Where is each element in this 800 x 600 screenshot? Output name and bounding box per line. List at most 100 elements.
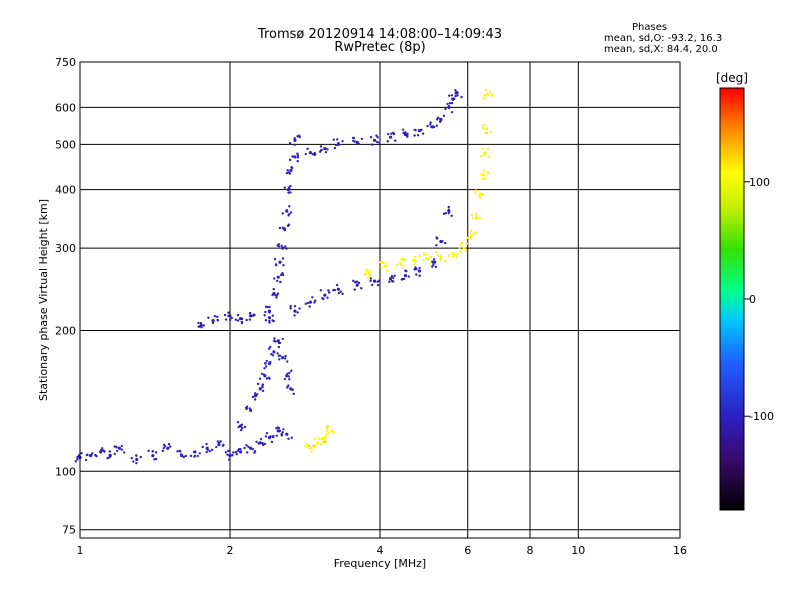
data-point-echo [168, 445, 172, 448]
data-point-echo [240, 423, 244, 426]
data-point-echo [444, 241, 447, 245]
data-point-echo [313, 301, 316, 304]
data-point-echo [282, 264, 285, 267]
data-point-echo [184, 454, 187, 458]
data-point-echo [324, 150, 328, 154]
data-point-echo [252, 313, 256, 316]
data-point [293, 309, 297, 313]
data-point-echo [418, 274, 421, 277]
data-point [308, 446, 313, 450]
data-point [399, 261, 403, 266]
data-point-echo [401, 277, 404, 281]
data-point-echo [352, 279, 355, 282]
data-point-echo [270, 440, 274, 444]
data-point-echo [264, 365, 268, 368]
data-point-echo [271, 354, 275, 357]
data-point-echo [281, 271, 284, 275]
data-point-echo [481, 147, 485, 150]
data-point-echo [267, 376, 271, 379]
data-point-echo [482, 97, 486, 100]
data-point-echo [339, 290, 342, 293]
data-point-echo [395, 263, 399, 267]
data-point-echo [176, 450, 179, 453]
data-point-echo [468, 236, 471, 239]
data-point-echo [208, 449, 211, 453]
data-point-echo [258, 377, 262, 380]
data-point-echo [201, 445, 204, 449]
data-point-echo [224, 451, 228, 454]
data-point-echo [245, 318, 248, 322]
data-point-echo [460, 95, 463, 99]
data-point-echo [487, 155, 490, 158]
data-point-echo [312, 446, 315, 449]
data-point-echo [275, 264, 278, 267]
data-point-echo [259, 438, 263, 441]
data-point-echo [416, 133, 420, 137]
colorbar-tick-label: -100 [749, 410, 774, 423]
colorbar-ticks: 100 0 -100 [744, 176, 774, 423]
data-point-echo [298, 135, 301, 139]
data-point-echo [363, 272, 367, 276]
data-point-echo [290, 166, 294, 170]
data-point-echo [265, 305, 268, 309]
data-point-echo [478, 196, 482, 199]
data-point-echo [483, 94, 486, 97]
data-point-echo [120, 444, 124, 448]
data-point-echo [305, 443, 309, 446]
data-point-echo [227, 314, 230, 318]
data-point-echo [228, 318, 232, 322]
data-point-echo [227, 449, 230, 453]
data-point-echo [482, 168, 486, 172]
data-point [285, 432, 289, 436]
data-point-echo [196, 454, 199, 458]
data-point-echo [115, 445, 118, 449]
data-point [372, 138, 377, 142]
data-point-echo [474, 189, 478, 192]
data-point-echo [400, 258, 404, 261]
data-point [249, 314, 253, 318]
data-point-echo [296, 156, 300, 159]
data-point-echo [106, 456, 109, 460]
data-point-echo [80, 452, 83, 455]
data-point-echo [261, 389, 265, 393]
data-point-echo [325, 433, 329, 436]
data-point-echo [483, 123, 486, 126]
data-point-echo [481, 177, 484, 181]
data-point-echo [113, 445, 116, 448]
data-point-echo [402, 277, 406, 281]
data-point-echo [328, 291, 331, 294]
data-point-echo [283, 228, 287, 232]
data-point-echo [234, 318, 238, 321]
data-point-echo [402, 131, 405, 135]
data-point-echo [386, 140, 389, 143]
data-point-echo [285, 209, 289, 212]
data-point-echo [422, 258, 425, 262]
data-point-echo [243, 425, 247, 429]
data-point-echo [243, 446, 246, 450]
data-point-echo [308, 305, 311, 308]
data-point-echo [288, 377, 291, 381]
data-point-echo [264, 310, 267, 314]
data-point [272, 350, 276, 354]
data-point-echo [314, 444, 317, 447]
data-point-echo [450, 101, 454, 105]
data-point-echo [287, 224, 290, 227]
data-point-echo [115, 449, 119, 453]
data-point-echo [341, 292, 344, 296]
data-point-echo [108, 453, 111, 457]
data-point-echo [474, 231, 477, 234]
data-point-echo [189, 454, 193, 458]
data-point-echo [288, 158, 292, 162]
data-point-echo [322, 440, 325, 444]
y-tick-label: 300 [55, 242, 76, 255]
data-point-echo [454, 94, 457, 98]
data-point-echo [318, 150, 322, 153]
data-point-echo [289, 191, 292, 194]
data-point-echo [298, 307, 301, 310]
data-point-echo [415, 273, 418, 276]
data-point-echo [479, 192, 483, 195]
data-point-echo [371, 143, 374, 146]
data-point [293, 138, 297, 142]
data-point-echo [310, 450, 313, 453]
data-point-echo [429, 262, 433, 265]
